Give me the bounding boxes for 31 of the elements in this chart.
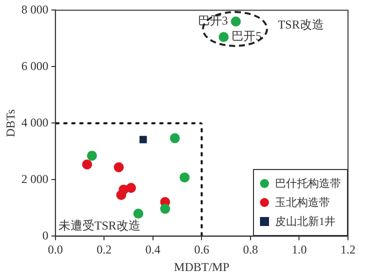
y-tick-label: 8 000	[21, 2, 48, 16]
x-axis-title: MDBT/MP	[174, 260, 230, 274]
point	[180, 172, 190, 182]
point	[86, 150, 97, 161]
y-tick-label: 2 000	[21, 172, 48, 186]
point	[218, 32, 229, 42]
point	[114, 162, 124, 172]
point	[126, 182, 136, 193]
y-tick-label: 6 000	[21, 58, 48, 73]
x-tick-label: 0.2	[96, 242, 112, 257]
x-tick-label: 1.0	[292, 242, 307, 257]
annotation: 未遭受TSR改造	[58, 218, 140, 232]
point	[82, 159, 92, 170]
point	[230, 16, 241, 26]
x-tick-label: 0.4	[145, 242, 160, 257]
point	[116, 190, 126, 200]
annotation: TSR改造	[278, 17, 324, 32]
legend-label: 巴什托构造带	[275, 177, 341, 192]
point	[170, 133, 180, 144]
x-tick-label: 0.6	[194, 242, 210, 257]
x-tick-label: 1.2	[340, 242, 356, 257]
y-tick-label: 0	[42, 228, 48, 242]
y-tick-label: 4 000	[21, 115, 48, 130]
point	[160, 204, 170, 214]
x-tick-label: 0.0	[48, 242, 63, 257]
point	[133, 208, 144, 219]
y-axis-title: DBTs	[3, 108, 18, 138]
point	[140, 136, 147, 144]
x-tick-label: 0.8	[242, 242, 258, 257]
legend-label: 皮山北新1井	[275, 214, 336, 230]
legend-label: 玉北构造带	[275, 196, 330, 210]
